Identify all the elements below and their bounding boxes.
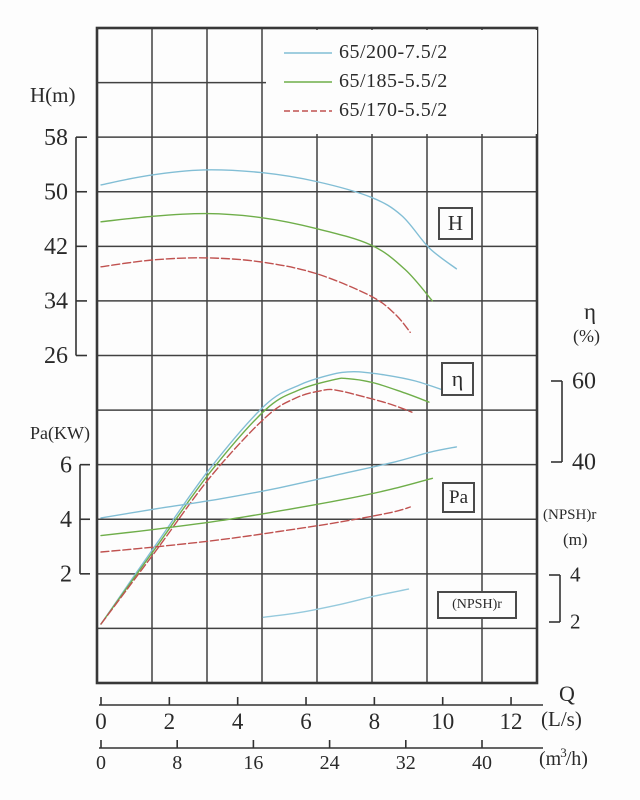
- curve-H-0: [100, 169, 458, 270]
- eta-curve-label-box: η: [441, 362, 474, 396]
- curve-eta-5: [100, 388, 413, 625]
- eta-curve-label: η: [451, 366, 464, 391]
- tick-label-H-34: 34: [44, 289, 68, 315]
- legend-item: 65/170-5.5/2: [266, 96, 537, 125]
- tick-label-H-42: 42: [44, 234, 68, 260]
- q-axis-title: Q: [559, 681, 575, 706]
- tick-label-Pa-2: 2: [60, 562, 72, 588]
- curves-layer: [100, 169, 458, 625]
- legend-item: 65/185-5.5/2: [266, 67, 537, 96]
- tick-label-x_axis-10: 10: [431, 709, 454, 734]
- npsh-scale-bracket: 42: [549, 563, 581, 634]
- pa-axis-title: Pa(KW): [30, 423, 90, 443]
- tick-label-npsh-4: 4: [570, 563, 581, 587]
- tick-label-x_axis-12: 12: [500, 709, 523, 734]
- h-curve-label: H: [447, 211, 464, 235]
- npsh-axis-unit: (m): [563, 530, 588, 549]
- npsh-curve-label-box: (NPSH)r: [437, 591, 517, 619]
- x_axis_secondary-axis: 0 8 16 24 32 40: [96, 740, 543, 774]
- tick-label-x_axis-8: 8: [369, 709, 381, 734]
- tick-label-x_axis-4: 4: [232, 709, 244, 734]
- curve-eta-4: [100, 377, 430, 625]
- curve-H-1: [100, 212, 434, 302]
- npsh-axis-title: (NPSH)r: [543, 507, 597, 523]
- tick-label-x_axis-6: 6: [300, 709, 312, 734]
- Pa-scale-bracket: 6 4 2: [60, 452, 90, 588]
- tick-label-x_axis_secondary-24: 24: [320, 752, 340, 774]
- m3h-unit-sup: 3: [560, 745, 567, 760]
- m3h-axis-unit: (m3/h): [539, 746, 588, 770]
- tick-label-H-58: 58: [44, 125, 68, 151]
- eta-scale-bracket: 60 40: [551, 369, 596, 476]
- legend-swatch-line: [284, 80, 332, 83]
- curve-Pa-8: [100, 506, 411, 553]
- eta-axis-title: η: [584, 299, 597, 324]
- chart-legend: 65/200-7.5/2 65/185-5.5/2 65/170-5.5/2: [266, 30, 537, 134]
- legend-item-label: 65/185-5.5/2: [339, 70, 448, 92]
- curve-npsh-9: [262, 588, 410, 618]
- tick-label-x_axis_secondary-16: 16: [243, 752, 263, 774]
- pa-curve-label-box: Pa: [442, 482, 475, 513]
- tick-label-npsh-2: 2: [570, 610, 581, 634]
- tick-label-x_axis_secondary-40: 40: [472, 752, 492, 774]
- tick-label-x_axis-2: 2: [164, 709, 176, 734]
- eta-axis-unit: (%): [573, 326, 600, 346]
- m3h-unit-close: /h): [565, 748, 588, 770]
- m3h-unit-open: (m: [539, 748, 562, 770]
- grid-border: [95, 26, 539, 685]
- curve-Pa-6: [100, 446, 458, 519]
- legend-item: 65/200-7.5/2: [266, 38, 537, 67]
- legend-swatch-line: [284, 109, 332, 112]
- tick-label-x_axis_secondary-0: 0: [96, 752, 106, 774]
- h-axis-title: H(m): [30, 83, 76, 107]
- npsh-curve-label: (NPSH)r: [452, 597, 502, 612]
- legend-item-label: 65/170-5.5/2: [339, 99, 448, 121]
- tick-label-H-50: 50: [44, 179, 68, 205]
- tick-label-Pa-6: 6: [60, 452, 72, 478]
- pa-curve-label: Pa: [449, 486, 468, 508]
- tick-label-x_axis_secondary-8: 8: [172, 752, 182, 774]
- tick-label-x_axis-0: 0: [95, 709, 107, 734]
- tick-label-x_axis_secondary-32: 32: [396, 752, 416, 774]
- h-curve-label-box: H: [438, 207, 473, 240]
- H-scale-bracket: 58 50 42 34 26: [44, 125, 87, 369]
- legend-item-label: 65/200-7.5/2: [339, 41, 448, 63]
- grid-layer: [95, 26, 539, 685]
- tick-label-eta-40: 40: [572, 450, 596, 476]
- tick-label-eta-60: 60: [572, 369, 596, 395]
- legend-swatch-line: [284, 51, 332, 54]
- curve-eta-3: [100, 370, 451, 625]
- curve-H-2: [100, 257, 411, 333]
- curve-Pa-7: [100, 477, 434, 537]
- q-axis-unit: (L/s): [541, 707, 582, 731]
- tick-label-H-26: 26: [44, 343, 68, 369]
- x_axis-axis: 0 2 4 6 8 10 12: [95, 697, 543, 734]
- tick-label-Pa-4: 4: [60, 507, 72, 533]
